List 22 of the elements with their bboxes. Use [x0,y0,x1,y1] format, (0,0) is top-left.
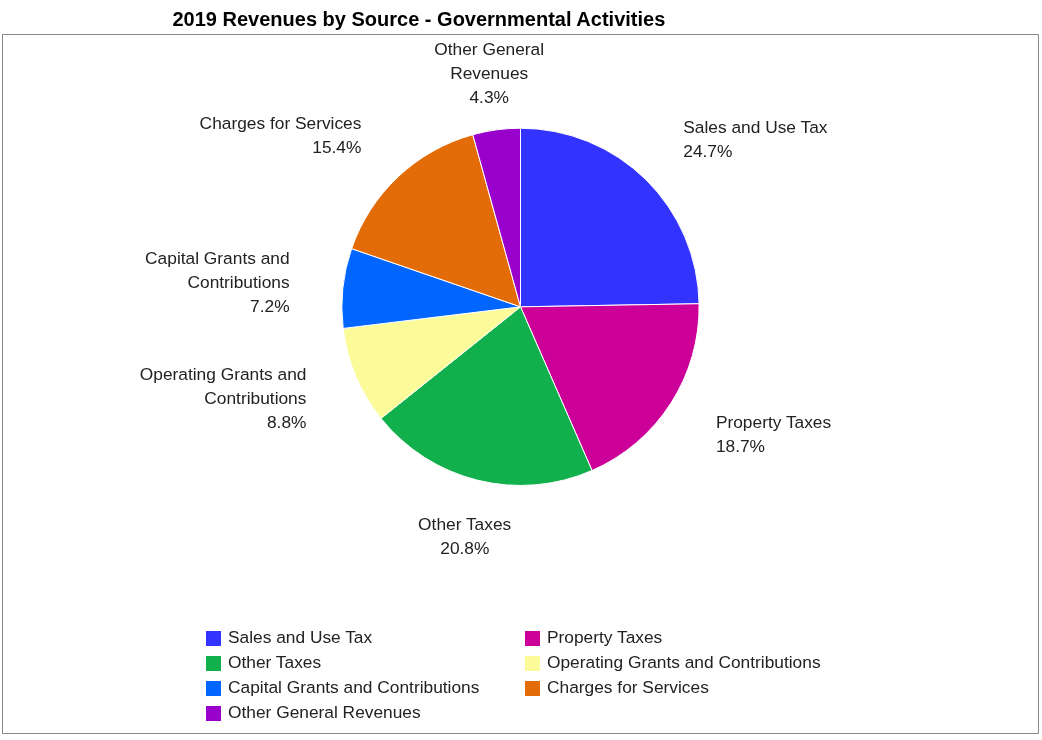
data-label: 20.8% [440,537,490,558]
data-label: 15.4% [312,136,362,157]
data-label: 24.7% [683,140,733,161]
legend-label: Charges for Services [547,677,710,698]
slice-label: Charges for Services [199,112,362,133]
slice-label: Capital Grants and Contributions [145,248,290,293]
data-label: 8.8% [266,412,307,433]
data-label: 4.3% [469,86,509,107]
legend-label: Property Taxes [547,627,664,648]
legend-label: Other Taxes [228,652,323,673]
data-label: 7.2% [250,296,290,317]
slice-label: Sales and Use Tax [683,116,828,137]
slice-label: Property Taxes [715,412,832,433]
chart-title: 2019 Revenues by Source - Governmental Activities [172,7,666,30]
slice-label: Operating Grants and Contributions [139,364,307,409]
legend-label: Sales and Use Tax [228,627,374,648]
slice-label: Other General Revenues [434,38,545,83]
legend-label: Other General Revenues [228,702,422,723]
data-label: 18.7% [715,436,766,457]
slice-label: Other Taxes [418,513,512,534]
legend-label: Capital Grants and Contributions [228,677,481,698]
legend-label: Operating Grants and Contributions [547,652,822,673]
